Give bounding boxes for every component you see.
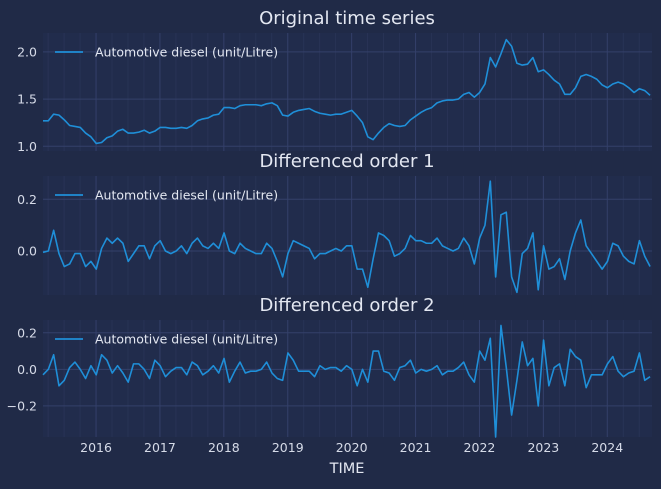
x-tick-label: 2016	[80, 440, 112, 455]
panel-title-diff-1: Differenced order 1	[259, 151, 434, 172]
x-tick-label: 2019	[272, 440, 304, 455]
y-tick-label: 0.2	[17, 192, 37, 207]
panel-original: Original time series 1.0 1.5 2.0 Automotive…	[17, 8, 652, 154]
x-axis: 2016 2017 2018 2019 2020 2021 2022 2023 2024	[80, 440, 623, 455]
panel-diff-2: Differenced order 2 −0.2 0.0 0.2 Automotive…	[7, 295, 652, 438]
legend-label: Automotive diesel (unit/Litre)	[95, 332, 278, 347]
plot-area	[43, 33, 652, 151]
legend-label: Automotive diesel (unit/Litre)	[95, 188, 278, 203]
x-tick-label: 2022	[464, 440, 496, 455]
y-tick-label: 1.0	[17, 139, 37, 154]
panel-title-original: Original time series	[259, 8, 435, 29]
y-tick-label: 1.5	[17, 92, 37, 107]
x-tick-label: 2020	[336, 440, 368, 455]
x-tick-label: 2021	[400, 440, 432, 455]
panel-diff-1: Differenced order 1 0.0 0.2 Automotive die…	[17, 151, 652, 295]
legend-label: Automotive diesel (unit/Litre)	[95, 45, 278, 60]
x-axis-label: TIME	[329, 461, 365, 477]
series-line	[42, 180, 651, 294]
x-tick-label: 2017	[144, 440, 176, 455]
x-tick-label: 2018	[208, 440, 240, 455]
series-line	[42, 324, 651, 438]
y-tick-label: 0.0	[17, 362, 37, 377]
x-tick-label: 2024	[591, 440, 623, 455]
panel-title-diff-2: Differenced order 2	[259, 295, 434, 316]
y-tick-label: 0.0	[17, 244, 37, 259]
series-line	[43, 38, 651, 145]
plot-area	[43, 176, 652, 295]
y-tick-label: −0.2	[7, 398, 37, 413]
y-tick-label: 2.0	[17, 44, 37, 59]
y-tick-label: 0.2	[17, 325, 37, 340]
x-tick-label: 2023	[527, 440, 559, 455]
